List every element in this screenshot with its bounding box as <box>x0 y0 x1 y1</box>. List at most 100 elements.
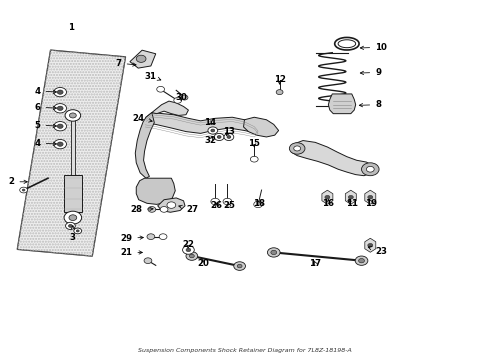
Circle shape <box>366 166 373 172</box>
Circle shape <box>22 189 25 191</box>
Circle shape <box>148 207 156 212</box>
Circle shape <box>54 104 66 113</box>
Circle shape <box>226 135 230 138</box>
Circle shape <box>159 234 166 239</box>
Text: 2: 2 <box>8 177 27 186</box>
Circle shape <box>237 264 242 268</box>
Polygon shape <box>328 94 355 114</box>
Text: 24: 24 <box>132 114 152 123</box>
Circle shape <box>57 124 63 129</box>
Text: 4: 4 <box>35 86 57 95</box>
Circle shape <box>54 139 66 149</box>
Text: 20: 20 <box>197 259 208 268</box>
Polygon shape <box>158 198 184 212</box>
Circle shape <box>210 198 219 205</box>
Circle shape <box>160 207 167 212</box>
Text: 12: 12 <box>273 75 285 84</box>
Circle shape <box>270 250 276 255</box>
Polygon shape <box>145 113 258 134</box>
Polygon shape <box>243 117 278 137</box>
Circle shape <box>74 228 81 234</box>
Polygon shape <box>364 190 375 204</box>
Text: 29: 29 <box>120 234 143 243</box>
Circle shape <box>144 258 152 264</box>
Circle shape <box>157 86 164 92</box>
Text: 16: 16 <box>322 199 334 208</box>
Circle shape <box>250 156 258 162</box>
Circle shape <box>65 110 81 121</box>
Text: 31: 31 <box>144 72 161 81</box>
Text: 22: 22 <box>182 240 194 249</box>
Circle shape <box>185 252 197 260</box>
Circle shape <box>276 90 283 95</box>
Circle shape <box>347 195 353 199</box>
Circle shape <box>253 201 262 208</box>
Circle shape <box>54 122 66 131</box>
Text: 8: 8 <box>359 100 381 109</box>
Text: 1: 1 <box>68 23 74 32</box>
Circle shape <box>64 211 81 224</box>
Circle shape <box>173 98 181 103</box>
Text: 19: 19 <box>365 199 377 208</box>
Text: 14: 14 <box>204 118 216 127</box>
Polygon shape <box>17 50 125 256</box>
Circle shape <box>207 127 217 134</box>
Circle shape <box>136 55 146 62</box>
Text: 26: 26 <box>210 201 222 210</box>
Circle shape <box>57 106 63 111</box>
Circle shape <box>181 95 187 100</box>
Polygon shape <box>64 175 81 212</box>
Circle shape <box>69 113 76 118</box>
Text: 25: 25 <box>223 201 234 210</box>
Circle shape <box>233 262 245 270</box>
Circle shape <box>358 258 364 263</box>
Circle shape <box>57 90 63 94</box>
Text: 27: 27 <box>179 205 198 214</box>
Circle shape <box>354 256 367 265</box>
Text: 9: 9 <box>360 68 381 77</box>
Text: 7: 7 <box>115 59 136 68</box>
Text: 13: 13 <box>223 127 234 136</box>
Polygon shape <box>321 190 332 204</box>
Circle shape <box>20 187 27 193</box>
Circle shape <box>214 134 224 140</box>
Polygon shape <box>136 178 175 204</box>
Circle shape <box>361 163 378 176</box>
Circle shape <box>76 230 79 232</box>
Text: 6: 6 <box>35 103 57 112</box>
Circle shape <box>224 134 233 140</box>
Polygon shape <box>130 50 156 68</box>
Circle shape <box>147 234 155 239</box>
Polygon shape <box>71 119 75 176</box>
Text: 4: 4 <box>35 139 57 148</box>
Text: 28: 28 <box>130 205 153 214</box>
Circle shape <box>166 202 175 208</box>
Circle shape <box>69 215 77 221</box>
Text: 30: 30 <box>175 93 187 102</box>
Circle shape <box>210 129 214 132</box>
Text: 21: 21 <box>120 248 142 257</box>
Circle shape <box>54 87 66 97</box>
Circle shape <box>324 195 329 199</box>
Text: 11: 11 <box>345 199 357 208</box>
Circle shape <box>68 225 72 227</box>
Circle shape <box>367 243 372 247</box>
Circle shape <box>217 135 221 138</box>
Circle shape <box>65 222 75 229</box>
Circle shape <box>182 246 194 254</box>
Polygon shape <box>364 238 375 252</box>
Text: 10: 10 <box>360 43 386 52</box>
Text: 5: 5 <box>35 121 57 130</box>
Polygon shape <box>135 113 154 178</box>
Circle shape <box>267 248 280 257</box>
Circle shape <box>223 198 231 205</box>
Circle shape <box>367 195 372 199</box>
Polygon shape <box>152 101 188 116</box>
Text: 17: 17 <box>308 259 321 268</box>
Circle shape <box>189 254 194 258</box>
Polygon shape <box>291 140 373 176</box>
Text: 32: 32 <box>204 136 216 145</box>
Text: 15: 15 <box>248 139 260 148</box>
Text: Suspension Components Shock Retainer Diagram for 7L8Z-18198-A: Suspension Components Shock Retainer Dia… <box>137 348 351 353</box>
Circle shape <box>289 143 305 154</box>
